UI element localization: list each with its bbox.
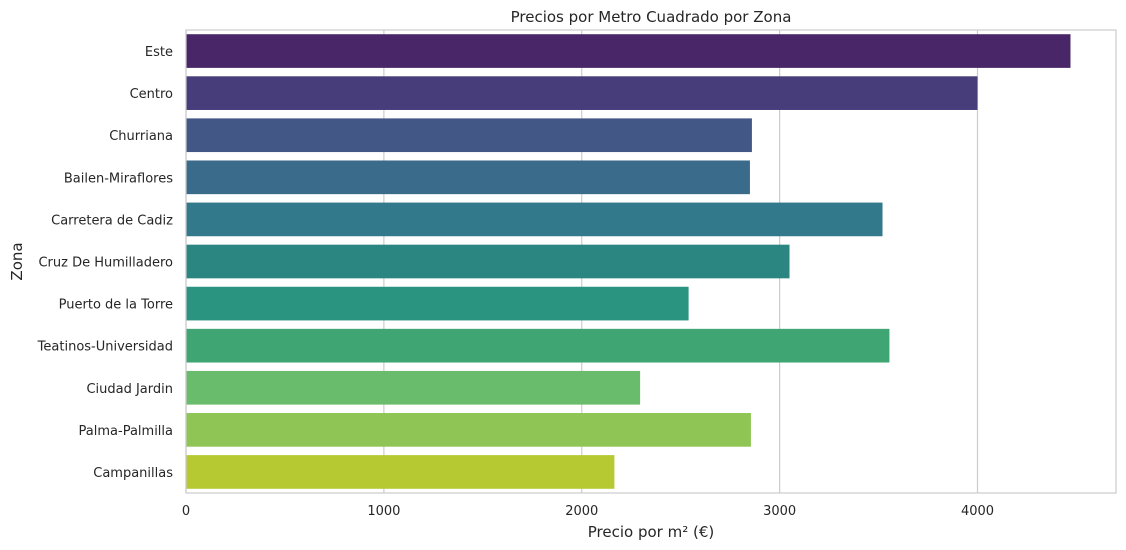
bar	[186, 455, 615, 489]
plot-frame	[185, 29, 1117, 494]
x-tick-labels: 0 1000 2000 3000 4000	[182, 504, 994, 519]
x-tick-label: 0	[182, 504, 190, 519]
y-tick-label: Cruz De Humilladero	[38, 256, 173, 271]
bars	[186, 34, 1071, 489]
y-tick-label: Palma-Palmilla	[79, 424, 173, 439]
y-tick-label: Este	[145, 45, 173, 60]
y-axis-title: Zona	[8, 242, 26, 280]
bar	[186, 413, 751, 447]
bar	[186, 286, 689, 321]
y-tick-label: Ciudad Jardin	[86, 382, 173, 397]
y-tick-label: Teatinos-Universidad	[37, 340, 173, 355]
chart-title: Precios por Metro Cuadrado por Zona	[511, 8, 792, 26]
x-tick-label: 3000	[763, 504, 796, 519]
bar	[186, 244, 790, 279]
bar	[186, 202, 883, 237]
y-tick-labels: Este Centro Churriana Bailen-Miraflores Carr…	[37, 45, 174, 481]
y-tick-label: Campanillas	[93, 466, 173, 481]
y-tick-label: Bailen-Miraflores	[64, 171, 173, 186]
bar	[186, 76, 978, 110]
x-tick-label: 4000	[961, 504, 994, 519]
y-tick-label: Carretera de Cadiz	[51, 213, 173, 228]
x-tick-label: 1000	[367, 504, 400, 519]
bar	[186, 370, 641, 405]
y-tick-label: Puerto de la Torre	[59, 298, 173, 313]
y-tick-label: Churriana	[109, 129, 173, 144]
bar	[186, 118, 752, 153]
bar	[186, 160, 750, 195]
x-axis-title: Precio por m² (€)	[588, 523, 714, 541]
bar	[186, 34, 1071, 68]
bar	[186, 328, 890, 363]
x-tick-label: 2000	[565, 504, 598, 519]
y-tick-label: Centro	[130, 87, 173, 102]
